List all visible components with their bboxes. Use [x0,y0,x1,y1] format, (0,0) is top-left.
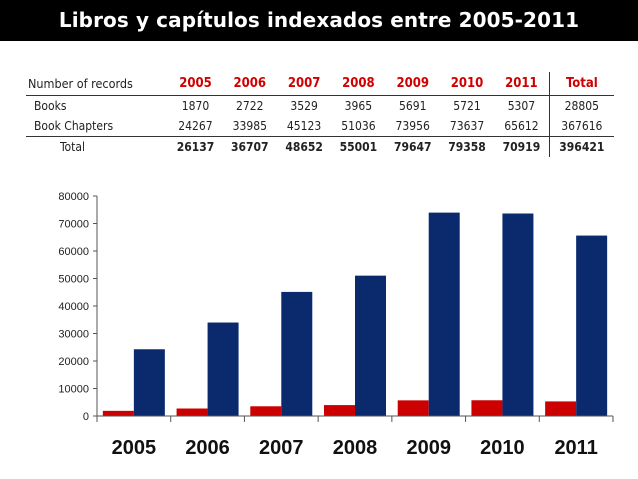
table-total-row: Total 26137 36707 48652 55001 79647 7935… [26,136,614,157]
bar-2006-series-2 [207,322,239,416]
table-cell: 26137 [168,136,223,157]
table-cell: 73637 [449,119,485,133]
year-header: 2005 [168,72,223,96]
x-tick-label: 2009 [406,437,451,459]
x-tick-label: 2011 [554,437,597,459]
bar-2009-series-2 [428,212,460,416]
table-cell: 73956 [395,119,430,133]
table-cell: 24267 [178,119,213,133]
year-header: 2006 [222,72,277,96]
x-tick-label: 2008 [333,437,378,459]
table-cell: 3529 [290,99,318,113]
grand-total-cell: 396421 [548,136,614,157]
table-cell: 79358 [439,136,495,157]
year-header: 2009 [385,72,440,96]
year-header: 2008 [331,72,386,96]
y-tick-label: 10000 [58,384,89,396]
table-cell: 48652 [276,136,332,157]
total-row-label: Total [26,136,169,157]
table-cell: 3965 [344,99,373,113]
y-tick-label: 20000 [58,356,89,368]
table-cell: 33985 [232,119,267,133]
table-cell: 70919 [494,136,550,157]
table-cell: 5307 [507,99,536,113]
records-table: Number of records 2005 2006 2007 2008 20… [26,72,614,157]
table-cell: 45123 [286,119,322,133]
y-tick-label: 30000 [58,329,89,341]
row-total-cell: 367616 [548,116,614,137]
bar-2005-series-1 [102,410,134,416]
bar-2011-series-2 [576,235,608,416]
bar-2011-series-1 [545,401,577,416]
bar-2007-series-1 [250,406,282,416]
table-row: Book Chapters 24267 33985 45123 51036 73… [26,116,614,137]
row-label: Book Chapters [34,119,114,133]
table-cell: 36707 [222,136,277,157]
year-header: 2007 [276,72,332,96]
y-tick-label: 50000 [58,274,89,286]
x-tick-label: 2006 [185,437,230,459]
table-cell: 65612 [504,119,539,133]
y-tick-label: 80000 [58,191,89,203]
x-tick-label: 2007 [259,437,304,459]
table-cell: 5721 [453,99,481,113]
bar-2010-series-1 [471,400,503,416]
row-label: Books [34,99,67,113]
table-cell: 5691 [398,99,427,113]
bar-2006-series-1 [176,408,208,416]
table-cell: 51036 [341,119,376,133]
table-cell: 1870 [181,99,210,113]
y-tick-label: 70000 [58,219,89,231]
slide-title: Libros y capítulos indexados entre 2005-… [0,0,638,41]
year-header: 2011 [494,72,550,96]
table-header-row: Number of records 2005 2006 2007 2008 20… [26,72,614,96]
y-tick-label: 0 [83,411,89,423]
x-tick-label: 2005 [112,437,157,459]
row-total-cell: 28805 [548,95,614,116]
bar-2005-series-2 [133,349,165,416]
bar-2009-series-1 [397,400,429,416]
table-row: Books 1870 2722 3529 3965 5691 5721 5307… [26,95,614,116]
year-header: 2010 [439,72,495,96]
y-tick-label: 40000 [58,301,89,313]
bar-chart: 0 10000 20000 30000 40000 50000 60000 70000 8000… [58,191,614,459]
total-header: Total [548,72,614,96]
bar-2008-series-1 [324,405,355,416]
table-cell: 2722 [236,99,264,113]
bar-2008-series-2 [355,275,386,416]
bar-2010-series-2 [502,213,534,416]
table-cell: 79647 [385,136,440,157]
table-corner-label: Number of records [26,72,169,96]
bar-2007-series-2 [281,291,313,416]
table-cell: 55001 [331,136,386,157]
y-tick-label: 60000 [58,246,89,258]
x-tick-label: 2010 [480,437,525,459]
